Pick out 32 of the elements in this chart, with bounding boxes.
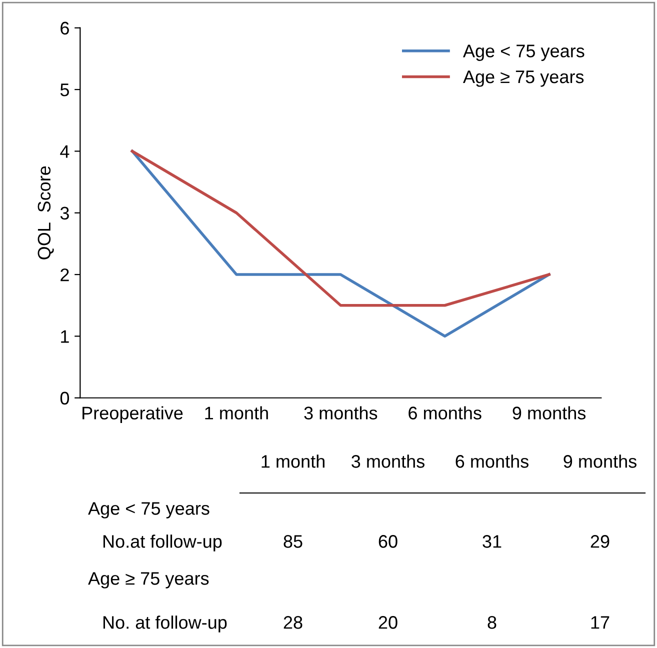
line-series (130, 150, 550, 307)
text: 85 (284, 535, 302, 548)
y-tick-label: 3 (60, 206, 69, 220)
x-tick-label: 1 month (205, 406, 268, 420)
x-tick-label: 6 months (408, 406, 482, 420)
text: 1 month (262, 454, 324, 468)
text: No. at follow-up (103, 616, 227, 632)
x-tick-label: 3 months (304, 406, 378, 420)
text: Age ≥ 75 years (88, 572, 209, 588)
x-tick-label: Preoperative (82, 406, 183, 424)
text: Age < 75 years (88, 502, 210, 518)
text: 17 (591, 616, 610, 629)
y-tick-label: 5 (60, 84, 69, 96)
legend-label: Age < 75 years (462, 44, 584, 61)
text: 6 months (456, 454, 528, 468)
text: 8 (488, 616, 496, 629)
text: 29 (590, 535, 610, 548)
text: 60 (378, 535, 398, 548)
text: 31 (482, 535, 502, 548)
y-axis-title: QOL Score (38, 166, 54, 260)
x-tick-label: 9 months (512, 406, 586, 420)
y-tick-label: 4 (60, 145, 70, 158)
y-tick-label: 1 (61, 330, 69, 343)
text: 28 (284, 616, 302, 629)
legend-label: Age ≥ 75 years (462, 70, 584, 87)
text: 9 months (564, 454, 636, 468)
text: 3 months (352, 454, 424, 468)
y-tick-label: 2 (60, 268, 69, 282)
text: No.at follow-up (103, 534, 222, 552)
text: 20 (378, 616, 398, 629)
y-tick-label: 0 (60, 392, 70, 405)
y-tick-label: 6 (60, 22, 69, 35)
